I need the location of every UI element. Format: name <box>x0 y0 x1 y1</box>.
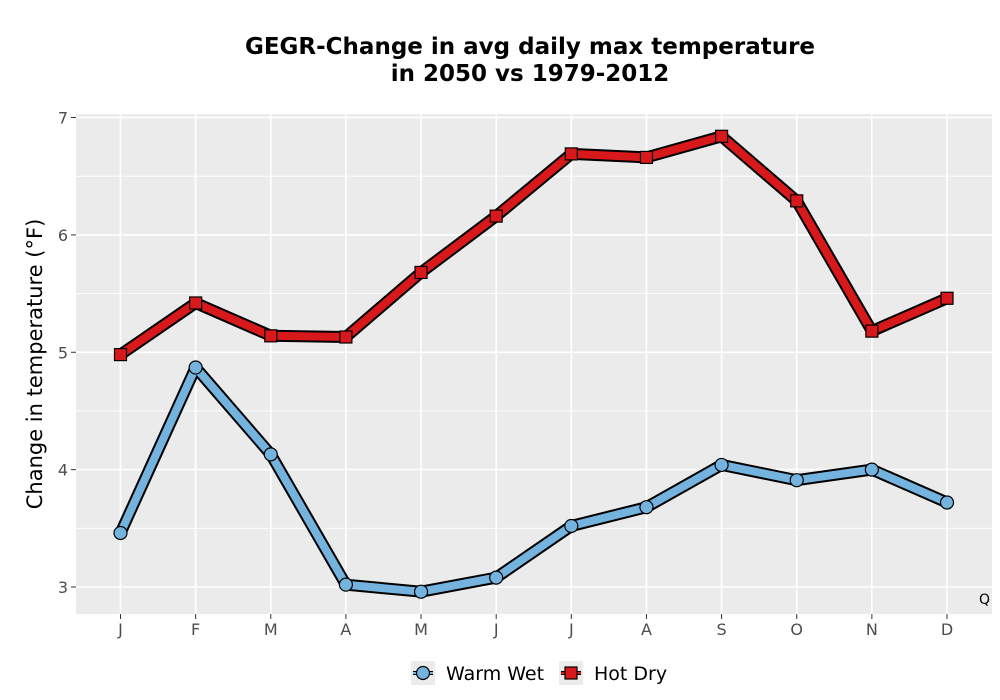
data-point-warm-wet <box>714 457 729 473</box>
y-tick-label: 6 <box>58 226 68 245</box>
y-tick-label: 3 <box>58 578 68 597</box>
data-point-hot-dry <box>940 291 954 305</box>
legend-label-warm-wet: Warm Wet <box>446 663 544 685</box>
x-tick-label: M <box>264 620 278 639</box>
x-tick-label: A <box>340 620 351 639</box>
legend-marker-warm-wet <box>415 665 431 681</box>
data-point-hot-dry <box>714 129 729 143</box>
y-axis-label: Change in temperature (°F) <box>23 219 47 510</box>
data-point-hot-dry <box>639 150 654 165</box>
y-tick-label: 7 <box>58 109 68 128</box>
data-point-warm-wet <box>263 447 278 462</box>
corner-note: Q <box>979 592 990 608</box>
x-tick-label: D <box>941 620 953 639</box>
data-point-hot-dry <box>339 330 353 344</box>
x-tick-label: F <box>191 620 200 639</box>
data-point-warm-wet <box>939 495 955 510</box>
legend-label-hot-dry: Hot Dry <box>594 663 667 685</box>
data-point-warm-wet <box>639 500 654 515</box>
data-point-hot-dry <box>414 265 428 280</box>
data-point-hot-dry <box>865 324 879 338</box>
chart-title-line-2: in 2050 vs 1979-2012 <box>391 61 670 87</box>
data-point-warm-wet <box>113 525 128 541</box>
y-axis: 3 4 5 6 7 <box>58 109 76 597</box>
data-point-warm-wet <box>338 577 354 592</box>
legend: Warm Wet Hot Dry <box>411 661 667 685</box>
x-tick-label: J <box>493 620 499 639</box>
data-point-warm-wet <box>564 518 579 534</box>
data-point-hot-dry <box>113 348 128 362</box>
data-point-hot-dry <box>264 329 278 343</box>
data-point-warm-wet <box>188 360 203 375</box>
x-tick-label: J <box>568 620 574 639</box>
data-point-hot-dry <box>489 209 503 223</box>
chart-title-line-1: GEGR-Change in avg daily max temperature <box>245 34 815 60</box>
legend-item-hot-dry: Hot Dry <box>559 661 667 685</box>
series-line-hot-dry <box>118 132 949 358</box>
x-tick-label: O <box>790 620 803 639</box>
series-line-warm-wet <box>116 363 949 596</box>
x-tick-label: A <box>641 620 652 639</box>
data-point-warm-wet <box>789 473 804 488</box>
data-point-hot-dry <box>564 147 578 161</box>
y-tick-label: 5 <box>58 343 68 362</box>
data-point-warm-wet <box>413 584 429 599</box>
plot-panel <box>76 114 992 614</box>
data-point-hot-dry <box>790 194 804 208</box>
legend-marker-hot-dry <box>564 666 578 680</box>
x-tick-label: S <box>717 620 727 639</box>
data-point-warm-wet <box>864 462 879 477</box>
x-tick-label: N <box>866 620 878 639</box>
y-tick-label: 4 <box>58 461 68 480</box>
legend-item-warm-wet: Warm Wet <box>411 661 544 685</box>
data-point-hot-dry <box>189 296 203 310</box>
x-tick-label: J <box>117 620 123 639</box>
series-layer <box>113 129 955 599</box>
x-tick-label: M <box>414 620 428 639</box>
data-point-warm-wet <box>489 570 504 585</box>
